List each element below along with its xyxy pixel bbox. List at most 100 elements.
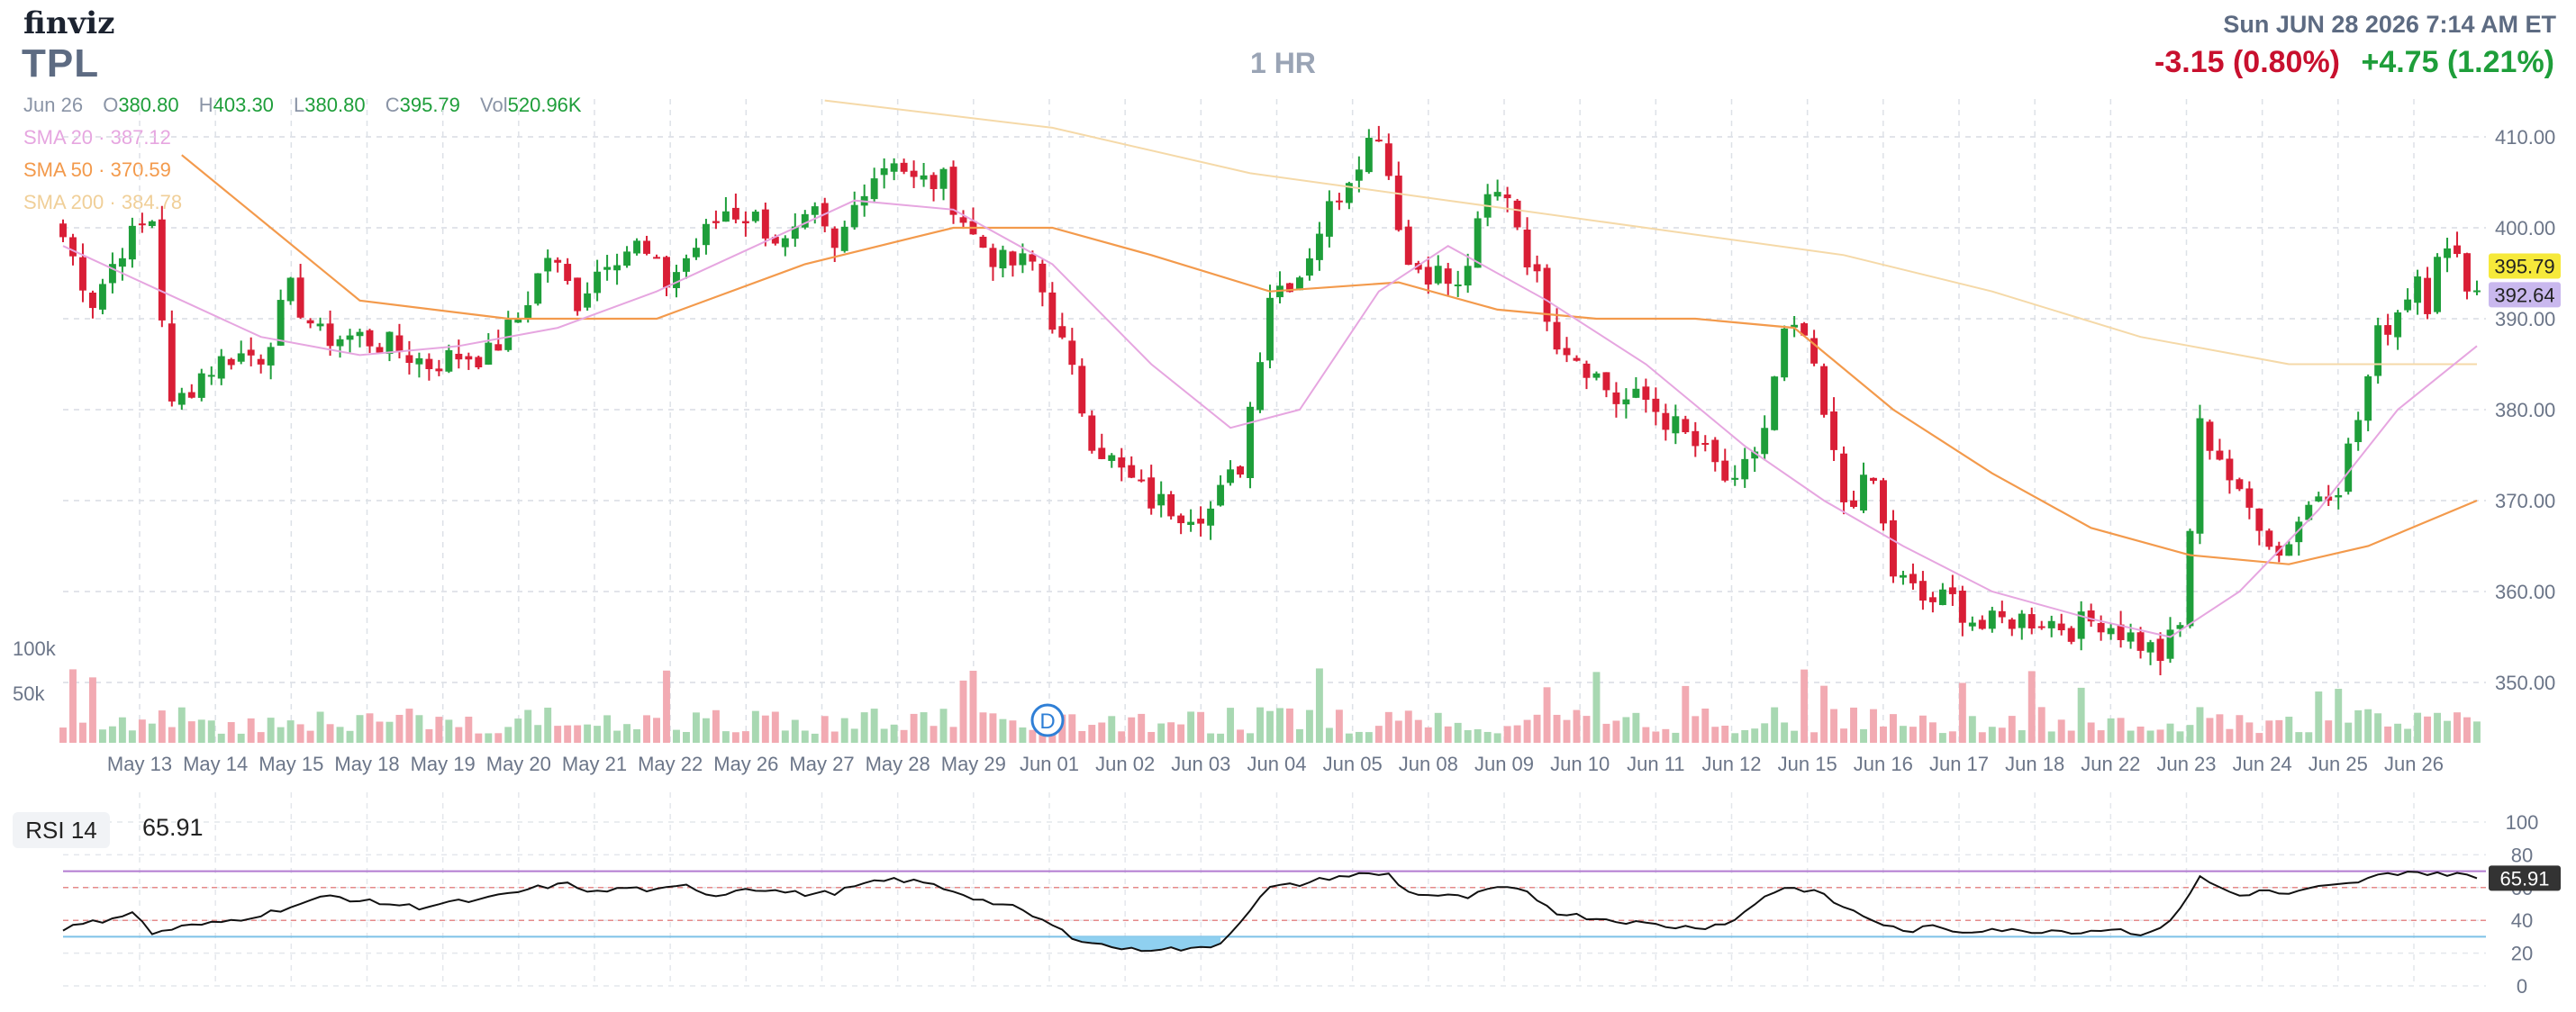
candle-body <box>1928 597 1937 602</box>
candle-body <box>2236 479 2244 490</box>
candle-body <box>1374 140 1383 142</box>
volume-bar <box>890 724 898 743</box>
candle-body <box>2176 625 2184 629</box>
candle-body <box>1365 138 1373 173</box>
volume-bar <box>2008 716 2016 743</box>
volume-bar <box>2136 727 2145 743</box>
candle-body <box>959 217 967 223</box>
candle-body <box>138 223 146 226</box>
candle-body <box>2255 508 2263 531</box>
volume-bar <box>1513 725 1521 743</box>
volume-bar <box>286 720 295 743</box>
volume-bar <box>1503 726 1511 743</box>
volume-bar <box>1553 714 1561 743</box>
volume-bar <box>1217 733 1225 743</box>
volume-bar <box>1444 726 1452 743</box>
volume-bar <box>177 707 186 743</box>
dividend-marker[interactable]: D <box>1030 703 1065 737</box>
candle-body <box>405 355 413 364</box>
volume-bar <box>1345 733 1353 743</box>
candle-body <box>1019 253 1027 266</box>
volume-bar <box>1078 730 1086 743</box>
volume-bar <box>969 671 977 743</box>
volume-bar <box>2226 728 2234 743</box>
volume-bar <box>2067 730 2075 743</box>
volume-bar <box>2206 718 2214 743</box>
candle-body <box>623 251 631 267</box>
candle-body <box>1335 200 1343 203</box>
y-tick-label: 380.00 <box>2495 399 2555 421</box>
candle-body <box>653 257 660 259</box>
volume-bar <box>860 712 868 743</box>
x-tick-label: Jun 22 <box>2081 753 2140 775</box>
candle-body <box>524 304 532 319</box>
candle-body <box>1039 263 1047 293</box>
rsi-tick-label: 0 <box>2517 975 2527 998</box>
x-tick-label: Jun 08 <box>1399 753 1458 775</box>
candle-body <box>514 319 522 323</box>
x-tick-label: May 19 <box>411 753 476 775</box>
candle-body <box>1058 326 1066 338</box>
volume-bar <box>702 718 710 743</box>
sma20-price-badge <box>2489 282 2561 308</box>
volume-bar <box>1771 707 1779 743</box>
volume-bar <box>2473 721 2481 743</box>
volume-bar <box>207 720 215 743</box>
open-key: O <box>103 94 119 116</box>
volume-bar <box>2037 707 2045 743</box>
sma200-line <box>824 99 2477 366</box>
candle-body <box>1890 520 1897 577</box>
volume-bar <box>217 733 225 743</box>
y-tick-label: 370.00 <box>2495 490 2555 512</box>
finviz-logo[interactable]: finviz <box>23 5 115 41</box>
candle-body <box>1662 412 1670 430</box>
candle-body <box>1948 587 1956 594</box>
x-tick-label: Jun 26 <box>2384 753 2444 775</box>
rsi-label[interactable]: RSI 14 <box>13 812 110 848</box>
candle-body <box>584 293 592 308</box>
candle-body <box>939 168 948 189</box>
candle-body <box>88 293 96 309</box>
candle-body <box>207 375 215 377</box>
volume-bar <box>1325 727 1333 743</box>
volume-bar <box>741 731 749 743</box>
candle-body <box>2245 488 2254 508</box>
candle-body <box>850 204 858 228</box>
candle-body <box>2077 611 2085 639</box>
candle-body <box>721 211 730 222</box>
volume-bar <box>2196 707 2204 743</box>
volume-bar <box>267 718 275 743</box>
sma200-legend[interactable]: SMA 200 · 384.78 <box>23 191 183 213</box>
volume-bar <box>1019 727 1027 743</box>
candle-body <box>1642 386 1650 400</box>
candle-body <box>277 300 285 346</box>
candle-body <box>1464 266 1472 286</box>
volume-bar <box>1870 709 1877 743</box>
volume-bar <box>2315 691 2323 743</box>
rsi-tick-label: 40 <box>2511 909 2533 932</box>
volume-bar <box>1414 719 1422 743</box>
candle-body <box>702 223 710 246</box>
x-tick-label: Jun 11 <box>1627 753 1684 775</box>
volume-bar <box>1978 732 1986 743</box>
candle-body <box>108 264 116 284</box>
candle-body <box>2008 619 2016 629</box>
volume-bar <box>69 669 77 743</box>
volume-bar <box>880 728 888 743</box>
volume-bar <box>1860 728 1867 743</box>
volume-bar <box>2265 720 2273 743</box>
volume-bar <box>79 722 86 743</box>
candle-body <box>2057 623 2065 631</box>
volume-bar <box>1237 729 1245 743</box>
sma50-legend[interactable]: SMA 50 · 370.59 <box>23 158 171 181</box>
volume-bar <box>128 730 136 743</box>
x-tick-label: Jun 05 <box>1323 753 1383 775</box>
rsi-value-badge-label: 65.91 <box>2499 867 2549 890</box>
candle-body <box>2434 257 2442 312</box>
volume-bar <box>554 726 562 743</box>
volume-bar <box>445 719 453 743</box>
candle-body <box>2404 299 2412 311</box>
volume-bar <box>683 732 690 743</box>
volume-bar <box>1355 731 1363 743</box>
